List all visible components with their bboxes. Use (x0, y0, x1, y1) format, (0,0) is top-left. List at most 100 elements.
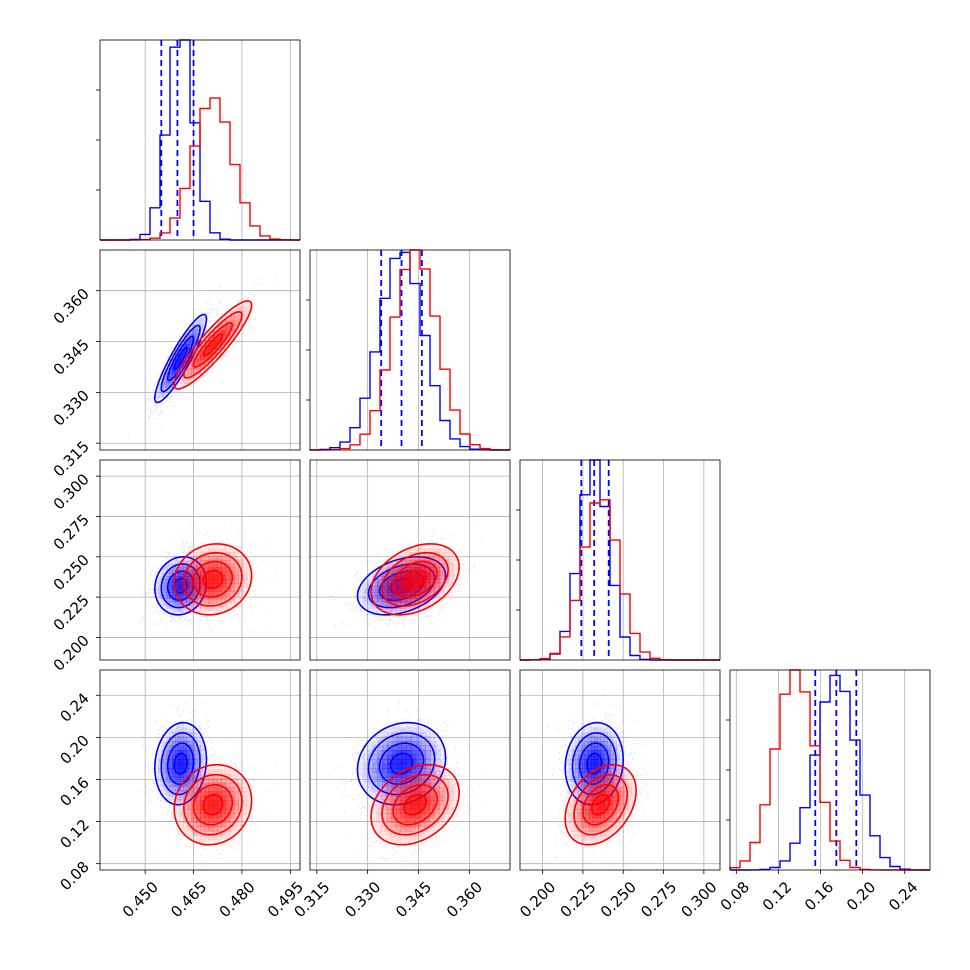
density-cell (367, 608, 373, 612)
density-cell (172, 563, 176, 568)
density-cell (238, 591, 244, 596)
density-cell (200, 817, 205, 823)
density-cell (439, 563, 445, 568)
density-cell (212, 813, 218, 819)
density-cell (569, 831, 574, 836)
density-cell (419, 791, 426, 797)
density-cell (387, 727, 393, 733)
density-cell (166, 745, 170, 751)
density-cell (597, 772, 601, 778)
density-cell (439, 795, 445, 801)
density-cell (624, 769, 629, 775)
density-cell (175, 557, 179, 561)
density-cell (234, 804, 239, 810)
density-cell (390, 817, 396, 823)
density-cell (377, 745, 383, 751)
panel-3-0 (100, 670, 300, 870)
density-cell (429, 813, 435, 819)
density-cell (620, 773, 625, 779)
density-cell (204, 567, 210, 572)
density-cell (424, 765, 430, 770)
density-cell (382, 601, 388, 606)
density-cell (424, 787, 430, 792)
density-cell (401, 754, 407, 760)
density-cell (620, 817, 625, 823)
density-cell (160, 576, 164, 580)
density-cell (400, 555, 406, 561)
density-cell (186, 741, 190, 746)
density-cell (180, 736, 184, 742)
density-cell (157, 750, 162, 755)
density-cell (424, 809, 430, 814)
density-cell (376, 822, 382, 828)
density-cell (242, 787, 248, 792)
density-cell (453, 791, 460, 797)
density-cell (217, 778, 222, 784)
density-cell (194, 566, 198, 571)
density-cell (234, 813, 239, 819)
density-cell (425, 592, 431, 596)
density-cell (439, 559, 445, 565)
density-cell (200, 777, 204, 783)
density-cell (603, 768, 608, 774)
density-cell (420, 592, 427, 596)
density-cell (172, 569, 176, 574)
density-cell (157, 579, 162, 583)
density-cell (372, 582, 378, 587)
density-cell (194, 598, 198, 603)
density-cell (175, 601, 179, 606)
density-cell (155, 763, 159, 769)
density-cell (425, 557, 431, 561)
density-cell (367, 781, 373, 787)
density-cell (234, 778, 239, 784)
density-cell (610, 736, 614, 742)
density-cell (163, 579, 167, 583)
density-cell (434, 813, 440, 819)
density-cell (362, 750, 368, 755)
density-cell (410, 555, 416, 561)
density-cell (204, 575, 210, 580)
density-cell (600, 778, 605, 784)
density-cell (376, 579, 382, 584)
density-cell (229, 587, 235, 592)
density-cell (444, 579, 450, 584)
density-cell (204, 839, 210, 845)
density-cell (180, 723, 184, 728)
density-cell (429, 782, 435, 788)
density-cell (434, 804, 440, 810)
density-cell (616, 750, 621, 755)
density-cell (575, 772, 579, 778)
density-cell (372, 605, 378, 609)
density-cell (221, 835, 227, 841)
density-cell (395, 809, 401, 814)
density-cell (234, 552, 239, 557)
density-cell (180, 795, 184, 801)
density-cell (180, 560, 184, 564)
density-cell (238, 306, 244, 312)
density-cell (163, 569, 167, 574)
density-cell (405, 567, 411, 572)
density-cell (419, 778, 426, 784)
density-cell (204, 804, 210, 810)
density-cell (603, 750, 608, 755)
density-cell (584, 741, 589, 746)
density-cell (439, 817, 445, 823)
density-cell (613, 741, 617, 746)
density-cell (189, 576, 193, 580)
density-cell (195, 809, 201, 814)
density-cell (166, 790, 170, 796)
density-cell (195, 579, 201, 584)
density-cell (221, 567, 227, 572)
density-cell (415, 791, 421, 797)
density-cell (604, 800, 609, 806)
density-cell (588, 787, 594, 792)
density-cell (387, 592, 393, 596)
density-cell (234, 769, 239, 775)
density-cell (396, 573, 402, 577)
density-cell (592, 782, 598, 788)
density-cell (217, 835, 222, 841)
density-cell (600, 723, 605, 728)
density-cell (200, 319, 204, 325)
density-cell (166, 566, 170, 571)
density-cell (187, 800, 193, 806)
